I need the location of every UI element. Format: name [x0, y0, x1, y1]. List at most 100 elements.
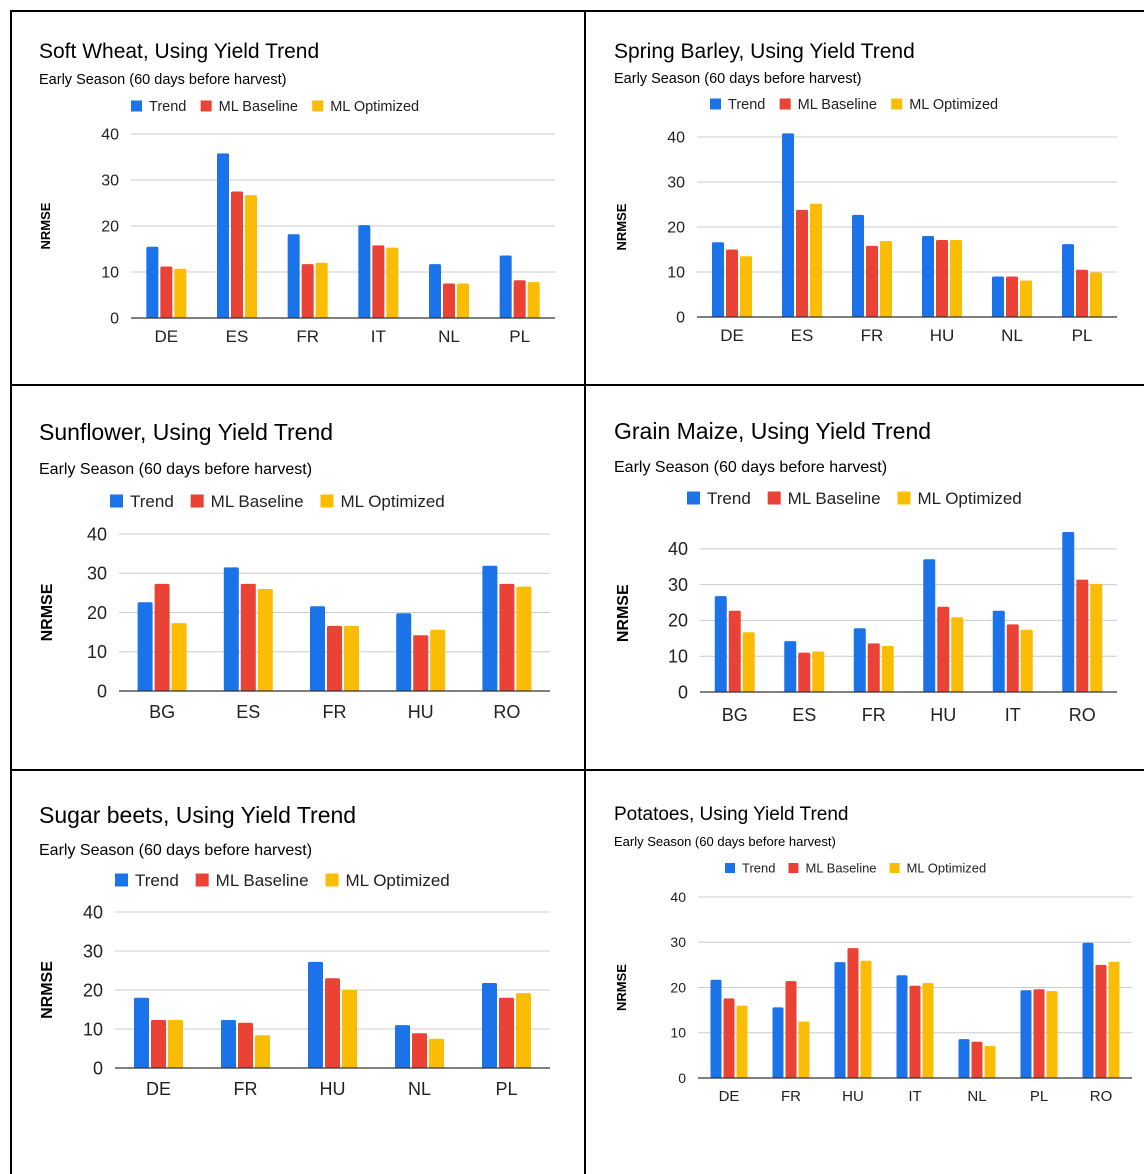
bar-ml-baseline [499, 997, 514, 1068]
legend-label: ML Baseline [805, 861, 876, 876]
bar-ml-optimized [386, 247, 399, 318]
bar-trend [223, 567, 239, 691]
chart-svg: Sunflower, Using Yield Trend Early Seaso… [39, 419, 550, 722]
x-tick-label: FR [234, 1079, 258, 1099]
x-tick-label: ES [792, 705, 816, 725]
bar-trend [134, 997, 149, 1068]
bar-ml-baseline [867, 643, 880, 692]
x-tick-label: FR [862, 705, 886, 725]
legend-swatch [312, 100, 324, 112]
bar-ml-baseline [413, 635, 429, 691]
x-tick-label: RO [1090, 1088, 1113, 1105]
bar-ml-optimized [984, 1045, 996, 1078]
y-tick-label: 40 [87, 524, 107, 544]
y-tick-label: 20 [87, 603, 107, 623]
legend-label: Trend [149, 99, 186, 115]
bar-ml-baseline [238, 1022, 253, 1068]
bar-trend [896, 975, 908, 1078]
legend-label: ML Baseline [798, 97, 877, 113]
bar-ml-baseline [443, 283, 455, 318]
bar-trend [784, 641, 797, 692]
y-tick-label: 40 [668, 539, 688, 559]
y-tick-label: 20 [83, 980, 103, 1000]
bar-trend [710, 979, 722, 1078]
bar-ml-optimized [951, 617, 964, 692]
legend-label: ML Optimized [918, 489, 1022, 508]
legend: Trend ML Baseline ML Optimized [687, 489, 1022, 508]
y-tick-label: 20 [668, 611, 688, 631]
chart-title: Soft Wheat, Using Yield Trend [39, 40, 319, 63]
legend-swatch [131, 100, 142, 112]
bar-ml-baseline [325, 978, 340, 1068]
grid-divider-row-2 [10, 769, 1144, 771]
bar-trend [217, 153, 229, 318]
x-tick-label: ES [236, 702, 260, 722]
legend-swatch [710, 98, 721, 110]
legend-swatch [195, 873, 209, 887]
bar-ml-baseline [372, 245, 385, 318]
x-tick-label: IT [1005, 705, 1021, 725]
legend: Trend ML Baseline ML Optimized [710, 97, 998, 113]
y-tick-label: 0 [678, 1070, 686, 1086]
x-tick-label: PL [1030, 1088, 1048, 1105]
legend: Trend ML Baseline ML Optimized [725, 861, 986, 876]
bar-ml-optimized [1108, 961, 1120, 1078]
bar-ml-baseline [327, 625, 342, 691]
bar-ml-optimized [736, 1005, 748, 1078]
bar-ml-optimized [950, 240, 962, 317]
x-tick-label: PL [495, 1079, 517, 1099]
bar-trend [712, 242, 724, 317]
legend: Trend ML Baseline ML Optimized [110, 492, 445, 511]
bar-trend [853, 628, 866, 692]
bar-ml-baseline [231, 191, 243, 318]
legend-swatch [320, 494, 334, 508]
y-tick-label: 40 [670, 889, 686, 905]
chart-subtitle: Early Season (60 days before harvest) [614, 834, 836, 849]
bar-trend [395, 1025, 410, 1068]
y-tick-label: 20 [101, 219, 119, 236]
bar-ml-baseline [499, 583, 515, 691]
bar-ml-optimized [527, 282, 540, 318]
chart-title: Sugar beets, Using Yield Trend [39, 802, 356, 828]
bar-ml-baseline [1095, 964, 1107, 1078]
x-tick-label: NL [1001, 326, 1023, 345]
y-tick-label: 10 [668, 647, 688, 667]
chart-subtitle: Early Season (60 days before harvest) [39, 72, 286, 88]
legend-swatch [200, 100, 212, 112]
bar-ml-baseline [301, 264, 314, 318]
legend-label: ML Optimized [346, 871, 450, 890]
y-tick-label: 20 [670, 979, 686, 995]
y-axis-label: NRMSE [38, 202, 53, 249]
bar-ml-optimized [257, 588, 273, 691]
bar-ml-baseline [1076, 579, 1089, 692]
bar-trend [308, 961, 323, 1068]
bar-ml-optimized [516, 586, 532, 691]
bar-ml-baseline [798, 652, 811, 692]
bar-ml-optimized [255, 1035, 270, 1068]
bar-ml-optimized [245, 195, 257, 318]
bar-ml-baseline [723, 998, 735, 1078]
y-axis-label: NRMSE [615, 584, 632, 642]
bar-ml-optimized [810, 203, 822, 317]
bar-ml-baseline [936, 240, 948, 317]
legend-swatch [891, 98, 903, 110]
bar-trend [922, 236, 934, 317]
legend-label: ML Baseline [219, 99, 298, 115]
legend-label: Trend [742, 861, 775, 876]
plot-area: 0 10 20 30 40 DE FR HU IT NL PL RO [670, 889, 1132, 1105]
chart-subtitle: Early Season (60 days before harvest) [39, 461, 312, 478]
chart-sunflower: Sunflower, Using Yield Trend Early Seaso… [12, 386, 584, 769]
legend-label: ML Baseline [788, 489, 881, 508]
y-tick-label: 30 [87, 564, 107, 584]
legend-label: Trend [707, 489, 751, 508]
x-tick-label: ES [226, 327, 249, 346]
bar-ml-optimized [429, 1038, 444, 1068]
plot-area: 0 10 20 30 40 BG ES FR HU RO [87, 524, 550, 722]
legend-swatch [110, 494, 123, 508]
plot-area: 0 10 20 30 40 DE ES FR HU NL PL [667, 130, 1117, 345]
x-tick-label: NL [438, 327, 460, 346]
y-axis-label: NRMSE [614, 964, 629, 1011]
bar-trend [221, 1020, 236, 1068]
x-tick-label: BG [149, 702, 175, 722]
chart-subtitle: Early Season (60 days before harvest) [39, 842, 312, 859]
